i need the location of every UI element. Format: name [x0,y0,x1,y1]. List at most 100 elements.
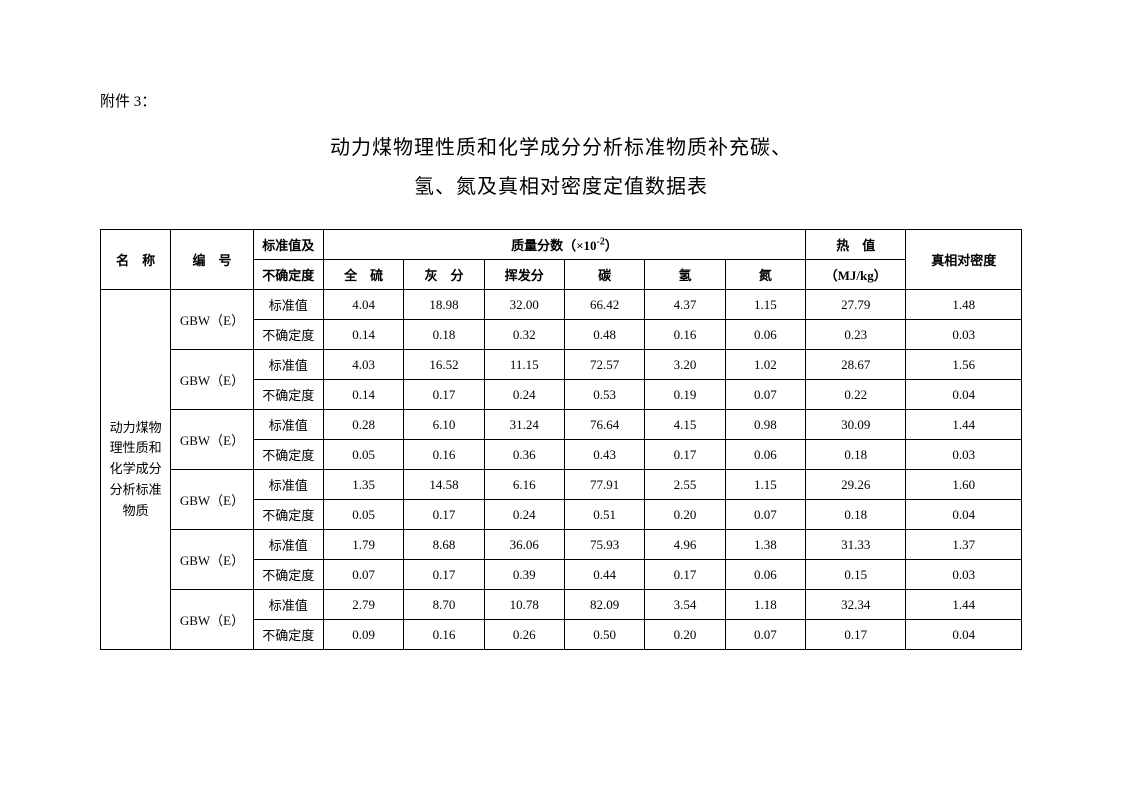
data-cell: 0.07 [323,560,403,590]
col-std-bottom: 不确定度 [253,260,323,290]
col-mass-fraction: 质量分数（×10-2） [323,230,805,260]
data-cell: 3.20 [645,350,725,380]
value-type-unc: 不确定度 [253,380,323,410]
document-title-line1: 动力煤物理性质和化学成分分析标准物质补充碳、 [100,131,1022,160]
data-cell: 0.07 [725,380,805,410]
data-cell: 0.15 [806,560,906,590]
data-cell: 4.96 [645,530,725,560]
data-cell: 4.04 [323,290,403,320]
sample-code: GBW（E） [171,290,253,350]
data-cell: 6.16 [484,470,564,500]
data-cell: 0.48 [564,320,644,350]
value-type-std: 标准值 [253,410,323,440]
data-cell: 0.17 [404,560,484,590]
data-cell: 0.17 [645,560,725,590]
data-cell: 0.26 [484,620,564,650]
row-category-label: 动力煤物理性质和化学成分分析标准物质 [101,290,171,650]
value-type-std: 标准值 [253,470,323,500]
value-type-unc: 不确定度 [253,500,323,530]
data-cell: 1.18 [725,590,805,620]
sample-code: GBW（E） [171,530,253,590]
data-cell: 8.70 [404,590,484,620]
data-cell: 1.15 [725,290,805,320]
data-cell: 31.24 [484,410,564,440]
data-cell: 0.22 [806,380,906,410]
data-cell: 0.18 [806,440,906,470]
data-cell: 0.28 [323,410,403,440]
data-cell: 31.33 [806,530,906,560]
data-cell: 11.15 [484,350,564,380]
data-cell: 0.16 [645,320,725,350]
data-cell: 36.06 [484,530,564,560]
data-cell: 2.79 [323,590,403,620]
value-type-unc: 不确定度 [253,620,323,650]
data-cell: 0.24 [484,500,564,530]
data-cell: 27.79 [806,290,906,320]
col-volatile: 挥发分 [484,260,564,290]
data-cell: 0.19 [645,380,725,410]
data-cell: 28.67 [806,350,906,380]
data-cell: 66.42 [564,290,644,320]
data-cell: 0.16 [404,440,484,470]
data-cell: 0.44 [564,560,644,590]
value-type-unc: 不确定度 [253,560,323,590]
value-type-std: 标准值 [253,530,323,560]
data-cell: 10.78 [484,590,564,620]
data-cell: 0.07 [725,620,805,650]
table-header: 名 称 编 号 标准值及 质量分数（×10-2） 热 值 真相对密度 不确定度 … [101,230,1022,290]
data-cell: 1.44 [906,410,1022,440]
col-hydrogen: 氢 [645,260,725,290]
data-cell: 0.20 [645,500,725,530]
data-cell: 0.03 [906,560,1022,590]
data-cell: 0.98 [725,410,805,440]
data-cell: 4.15 [645,410,725,440]
data-cell: 1.44 [906,590,1022,620]
data-cell: 3.54 [645,590,725,620]
data-cell: 1.38 [725,530,805,560]
data-cell: 4.37 [645,290,725,320]
data-cell: 0.17 [404,380,484,410]
col-nitrogen: 氮 [725,260,805,290]
data-cell: 32.34 [806,590,906,620]
data-cell: 1.60 [906,470,1022,500]
mass-fraction-exp: -2 [597,237,605,248]
col-carbon: 碳 [564,260,644,290]
data-cell: 0.05 [323,500,403,530]
data-cell: 1.35 [323,470,403,500]
data-cell: 1.79 [323,530,403,560]
data-cell: 72.57 [564,350,644,380]
data-cell: 6.10 [404,410,484,440]
data-cell: 16.52 [404,350,484,380]
data-cell: 18.98 [404,290,484,320]
data-cell: 14.58 [404,470,484,500]
data-cell: 0.51 [564,500,644,530]
value-type-std: 标准值 [253,350,323,380]
col-std-top: 标准值及 [253,230,323,260]
col-ash: 灰 分 [404,260,484,290]
value-type-std: 标准值 [253,590,323,620]
sample-code: GBW（E） [171,350,253,410]
data-cell: 4.03 [323,350,403,380]
data-cell: 0.17 [404,500,484,530]
data-cell: 8.68 [404,530,484,560]
data-cell: 0.17 [645,440,725,470]
data-cell: 0.03 [906,320,1022,350]
data-cell: 0.18 [404,320,484,350]
data-cell: 0.53 [564,380,644,410]
data-cell: 0.03 [906,440,1022,470]
data-cell: 0.43 [564,440,644,470]
data-cell: 0.16 [404,620,484,650]
col-heat-top: 热 值 [806,230,906,260]
data-cell: 0.36 [484,440,564,470]
data-cell: 76.64 [564,410,644,440]
data-cell: 0.09 [323,620,403,650]
data-cell: 0.23 [806,320,906,350]
table-body: 动力煤物理性质和化学成分分析标准物质GBW（E）标准值4.0418.9832.0… [101,290,1022,650]
data-cell: 82.09 [564,590,644,620]
mass-fraction-suffix: ） [605,238,618,253]
attachment-label: 附件 3： [100,90,1022,111]
data-cell: 0.39 [484,560,564,590]
data-cell: 0.06 [725,320,805,350]
data-cell: 75.93 [564,530,644,560]
col-sulfur: 全 硫 [323,260,403,290]
